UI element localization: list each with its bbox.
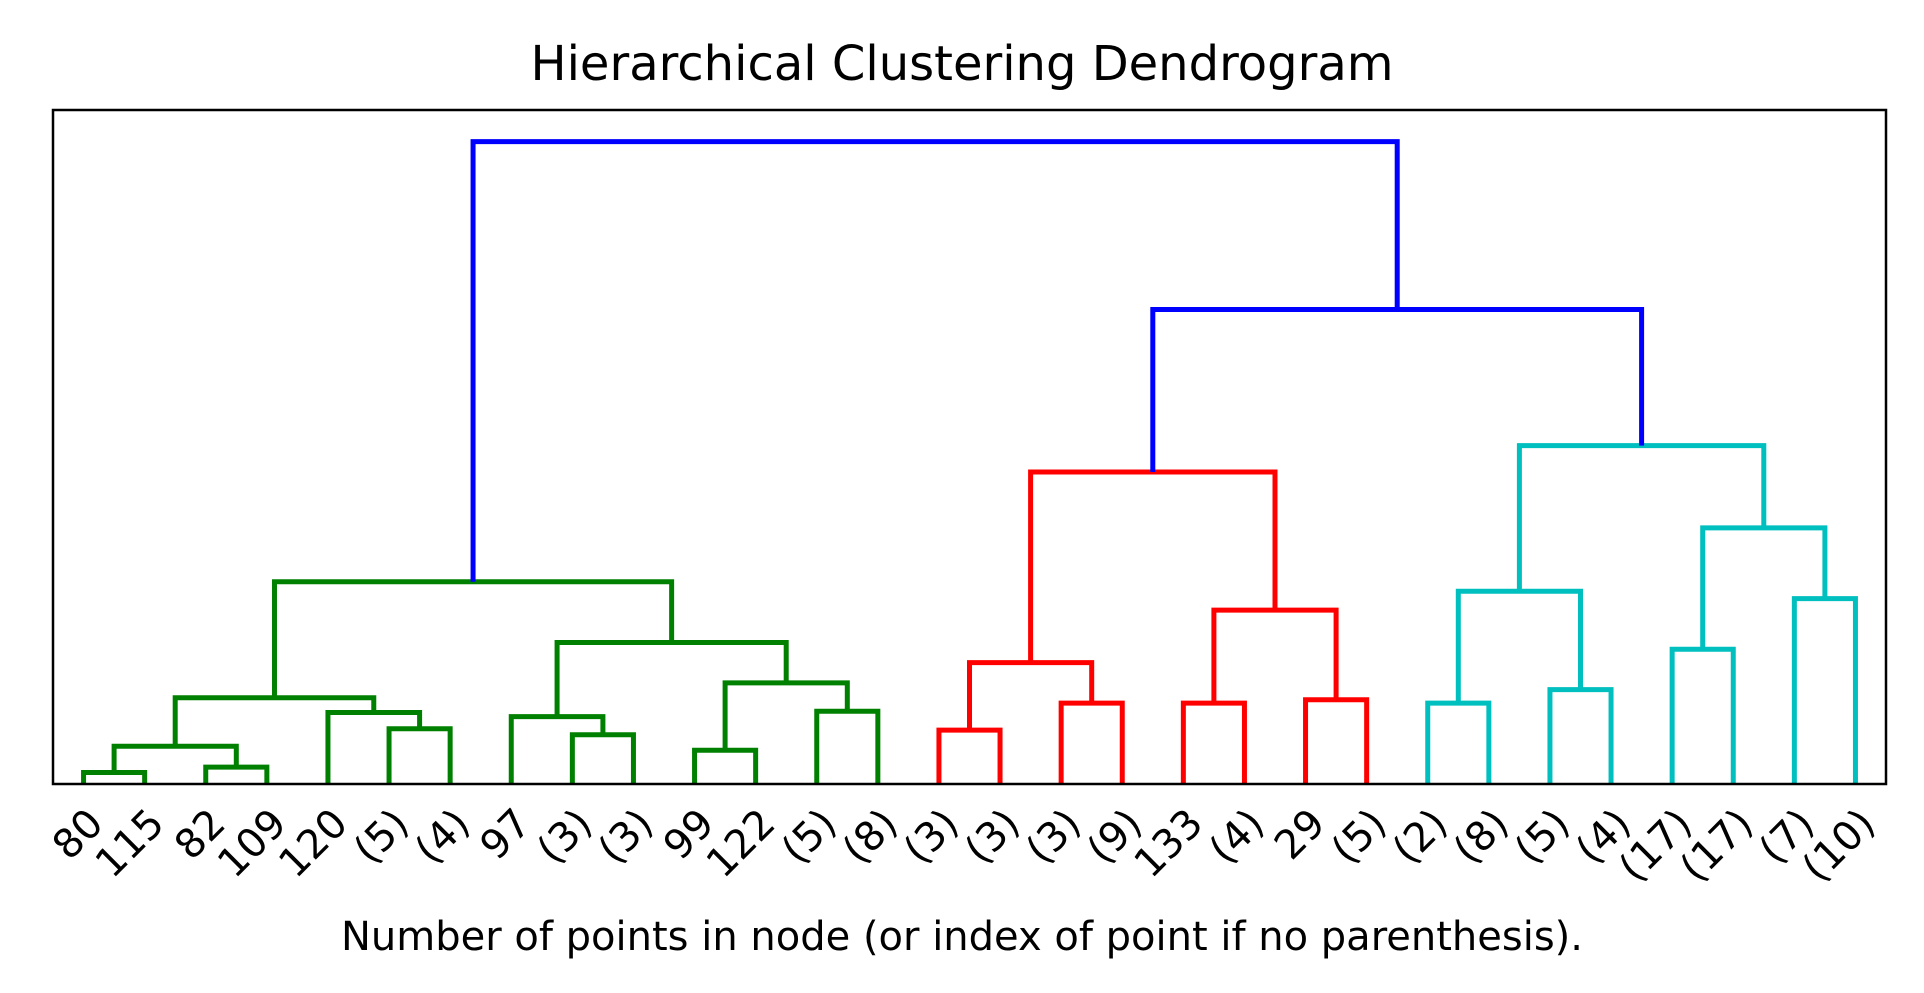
leaf-label: (4) (1201, 800, 1274, 873)
leaf-label: (10) (1794, 800, 1885, 891)
dendrogram-link (967, 660, 1095, 731)
leaf-label: (5) (345, 800, 418, 873)
chart-title: Hierarchical Clustering Dendrogram (531, 36, 1394, 92)
dendrogram-link (508, 714, 606, 784)
dendrogram-link (554, 639, 789, 717)
dendrogram-link (203, 764, 270, 784)
plot-frame (51, 108, 1888, 786)
dendrogram-link (1058, 700, 1125, 784)
leaf-label: (3) (590, 800, 663, 873)
dendrogram-link (936, 727, 1003, 784)
dendrogram-link (692, 747, 759, 784)
dendrogram-link (172, 695, 377, 747)
dendrogram-link (722, 680, 850, 751)
dendrogram-link (1303, 697, 1370, 784)
dendrogram-link (1180, 700, 1247, 784)
dendrogram-link (386, 726, 453, 784)
leaf-label: 115 (87, 800, 174, 887)
leaf-label: (2) (1384, 800, 1457, 873)
leaf-label: 133 (1126, 800, 1213, 887)
dendrogram-link (1547, 687, 1614, 784)
dendrogram-link (470, 139, 1400, 582)
leaf-label: 97 (472, 800, 541, 869)
dendrogram-link (1700, 525, 1828, 650)
dendrogram-link (1669, 646, 1736, 784)
leaf-label: (5) (773, 800, 846, 873)
leaf-label: (5) (1506, 800, 1579, 873)
leaf-label: 29 (1266, 800, 1335, 869)
dendrogram-link (325, 710, 423, 784)
dendrogram-link (814, 708, 881, 784)
dendrogram-link (1028, 469, 1278, 663)
leaf-label: (3) (1017, 800, 1090, 873)
leaf-label: (8) (1445, 800, 1518, 873)
dendrogram-links (81, 139, 1858, 784)
x-axis-label: Number of points in node (or index of po… (341, 914, 1583, 960)
dendrogram-link (1425, 700, 1492, 784)
dendrogram-link (569, 732, 636, 784)
leaf-label: (5) (1323, 800, 1396, 873)
leaf-label: (3) (895, 800, 968, 873)
leaf-label: 120 (270, 800, 357, 887)
dendrogram-link (1516, 443, 1767, 592)
leaf-label: (17) (1672, 800, 1763, 891)
dendrogram-link (1455, 588, 1583, 704)
leaf-labels: 8011582109120(5)(4)97(3)(3)99122(5)(8)(3… (44, 800, 1884, 891)
dendrogram-link (1791, 596, 1858, 784)
leaf-label: (3) (529, 800, 602, 873)
dendrogram-link (81, 770, 148, 784)
leaf-label: (3) (956, 800, 1029, 873)
leaf-label: 122 (698, 800, 785, 887)
dendrogram-link (271, 579, 675, 698)
dendrogram-link (1211, 607, 1339, 704)
leaf-label: (4) (406, 800, 479, 873)
leaf-label: (8) (834, 800, 907, 873)
